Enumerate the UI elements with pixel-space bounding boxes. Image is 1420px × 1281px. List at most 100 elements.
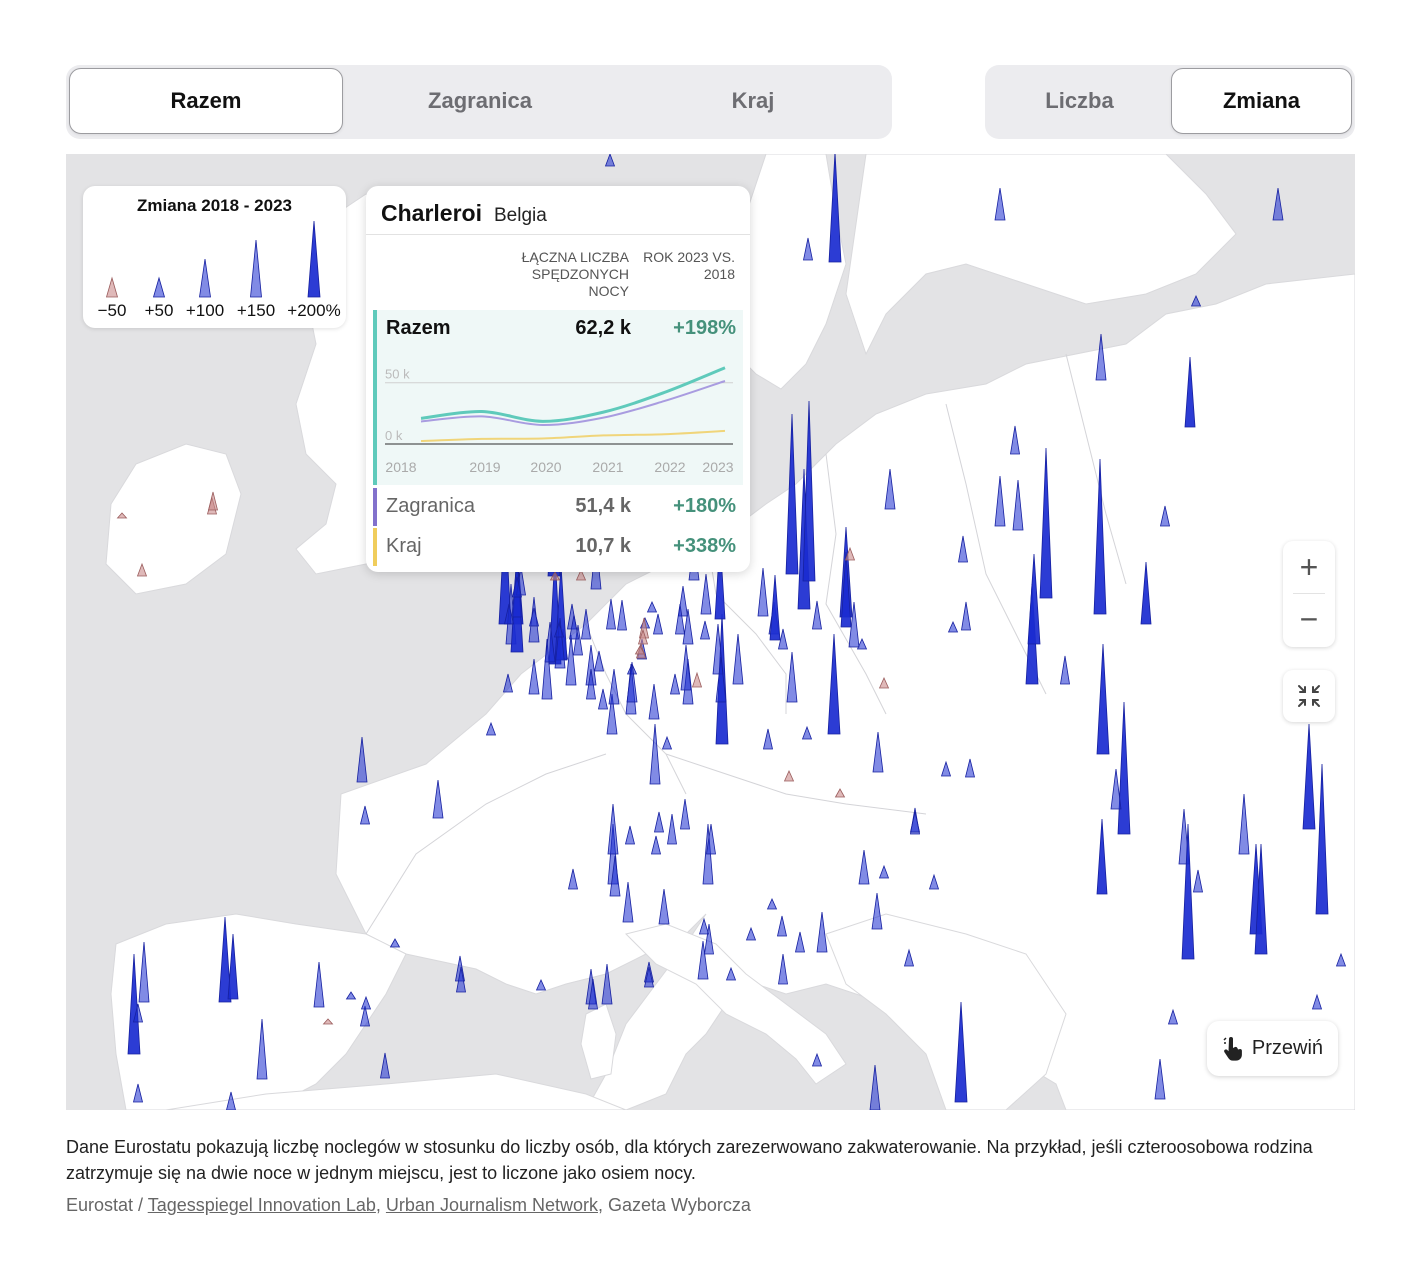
city-spike[interactable]	[801, 725, 813, 740]
city-spike[interactable]	[528, 607, 540, 627]
city-spike[interactable]	[138, 941, 150, 1003]
city-spike[interactable]	[549, 571, 561, 581]
city-spike[interactable]	[675, 603, 685, 635]
city-spike[interactable]	[601, 963, 613, 1005]
city-spike[interactable]	[136, 562, 148, 577]
city-spike[interactable]	[512, 576, 522, 598]
city-spike[interactable]	[699, 620, 711, 640]
city-spike[interactable]	[541, 638, 553, 700]
city-spike[interactable]	[535, 979, 547, 991]
tab-razem[interactable]: Razem	[69, 68, 343, 134]
city-spike[interactable]	[961, 601, 971, 631]
city-spike[interactable]	[573, 624, 583, 656]
source-link-urban-journalism[interactable]: Urban Journalism Network	[385, 1195, 598, 1215]
city-spike[interactable]	[345, 991, 357, 1000]
city-spike[interactable]	[872, 731, 884, 773]
city-spike[interactable]	[649, 723, 661, 785]
tab-kraj[interactable]: Kraj	[731, 88, 775, 113]
city-spike[interactable]	[878, 864, 890, 879]
city-spike[interactable]	[586, 668, 596, 700]
city-spike[interactable]	[964, 758, 976, 778]
city-spike[interactable]	[947, 621, 959, 633]
city-spike[interactable]	[322, 1018, 334, 1025]
city-spike[interactable]	[878, 677, 890, 689]
city-spike[interactable]	[1184, 356, 1196, 428]
city-spike[interactable]	[778, 953, 788, 985]
city-spike[interactable]	[869, 1064, 881, 1110]
city-spike[interactable]	[359, 805, 371, 825]
city-spike[interactable]	[1140, 561, 1152, 625]
city-spike[interactable]	[691, 671, 703, 688]
city-spike[interactable]	[777, 915, 787, 937]
city-spike[interactable]	[609, 855, 621, 897]
city-spike[interactable]	[1272, 187, 1284, 221]
city-spike[interactable]	[954, 1001, 968, 1103]
city-spike[interactable]	[1302, 723, 1316, 830]
city-spike[interactable]	[1154, 1058, 1166, 1100]
city-spike[interactable]	[606, 693, 618, 735]
city-spike[interactable]	[432, 779, 444, 819]
city-spike[interactable]	[617, 599, 627, 631]
city-spike[interactable]	[1039, 447, 1053, 599]
city-spike[interactable]	[910, 811, 920, 833]
city-spike[interactable]	[958, 535, 968, 563]
city-spike[interactable]	[1010, 425, 1020, 455]
city-spike[interactable]	[827, 633, 841, 735]
city-spike[interactable]	[598, 688, 608, 710]
city-spike[interactable]	[725, 966, 737, 981]
city-spike[interactable]	[766, 898, 778, 910]
city-spike[interactable]	[994, 475, 1006, 527]
city-spike[interactable]	[575, 569, 587, 581]
city-spike[interactable]	[637, 628, 649, 645]
city-spike[interactable]	[1335, 952, 1347, 967]
city-spike[interactable]	[803, 237, 813, 261]
city-spike[interactable]	[116, 512, 128, 519]
city-spike[interactable]	[653, 613, 663, 635]
city-spike[interactable]	[745, 926, 757, 941]
city-spike[interactable]	[828, 154, 842, 263]
city-spike[interactable]	[1167, 1008, 1179, 1025]
city-spike[interactable]	[1096, 818, 1108, 895]
city-spike[interactable]	[940, 760, 952, 777]
city-spike[interactable]	[757, 567, 769, 617]
city-spike[interactable]	[769, 574, 781, 641]
city-spike[interactable]	[256, 1018, 268, 1080]
city-spike[interactable]	[1238, 793, 1250, 855]
city-spike[interactable]	[834, 788, 846, 798]
city-spike[interactable]	[1095, 333, 1107, 381]
city-spike[interactable]	[698, 917, 710, 935]
city-spike[interactable]	[313, 961, 325, 1008]
city-spike[interactable]	[704, 923, 714, 955]
city-spike[interactable]	[682, 608, 694, 645]
city-spike[interactable]	[670, 673, 680, 695]
city-spike[interactable]	[1160, 505, 1170, 527]
city-spike[interactable]	[844, 546, 856, 561]
city-spike[interactable]	[811, 1052, 823, 1067]
city-spike[interactable]	[732, 633, 744, 685]
city-spike[interactable]	[565, 634, 577, 686]
city-spike[interactable]	[218, 916, 232, 1003]
city-spike[interactable]	[1096, 643, 1110, 755]
city-spike[interactable]	[1027, 553, 1041, 645]
city-spike[interactable]	[871, 892, 883, 930]
city-spike[interactable]	[646, 601, 658, 613]
city-spike[interactable]	[1311, 993, 1323, 1010]
city-spike[interactable]	[858, 849, 870, 885]
city-spike[interactable]	[697, 940, 709, 980]
city-spike[interactable]	[654, 811, 664, 833]
city-spike[interactable]	[650, 835, 662, 855]
tab-liczba[interactable]: Liczba	[1045, 88, 1114, 113]
city-spike[interactable]	[786, 651, 798, 703]
zoom-out-button[interactable]: −	[1299, 600, 1319, 637]
city-spike[interactable]	[1012, 479, 1024, 531]
city-spike[interactable]	[594, 650, 604, 672]
city-spike[interactable]	[606, 598, 616, 630]
city-spike[interactable]	[680, 798, 690, 830]
city-spike[interactable]	[856, 638, 868, 650]
city-spike[interactable]	[840, 551, 852, 628]
city-spike[interactable]	[360, 1005, 370, 1027]
city-spike[interactable]	[1181, 823, 1195, 960]
city-spike[interactable]	[389, 938, 401, 948]
city-spike[interactable]	[226, 1091, 236, 1110]
city-spike[interactable]	[626, 661, 638, 703]
